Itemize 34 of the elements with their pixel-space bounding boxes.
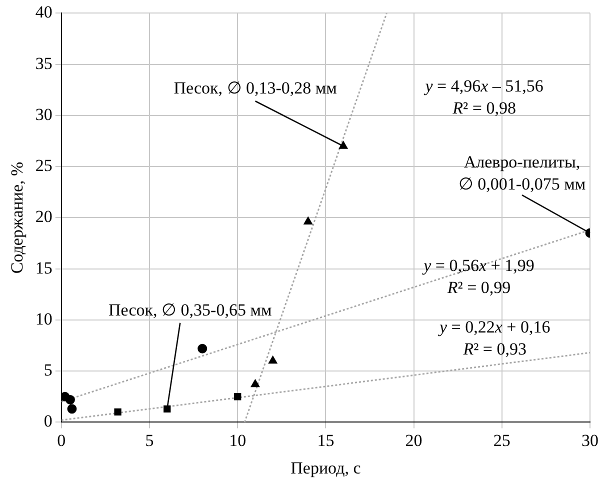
- y-tick-label: 40: [35, 2, 52, 22]
- point: [65, 394, 75, 404]
- y-tick-label: 35: [35, 54, 52, 73]
- point: [339, 141, 348, 149]
- y-axis-title: Содержание, %: [8, 162, 27, 274]
- point: [268, 356, 278, 364]
- y-tick-label: 5: [44, 360, 52, 380]
- point: [164, 405, 171, 412]
- point: [234, 393, 242, 400]
- x-tick-label: 15: [317, 430, 334, 450]
- y-tick-label: 25: [35, 156, 52, 176]
- annotation: Песок, ∅ 0,13-0,28 мм: [174, 78, 338, 98]
- annotation: Песок, ∅ 0,35-0,65 мм: [108, 300, 272, 320]
- text: y = 0,22x + 0,16 R² = 0,93: [439, 318, 550, 359]
- point: [304, 217, 312, 225]
- text: y = 4,96x – 51,56 R² = 0,98: [425, 76, 544, 118]
- point: [67, 404, 77, 414]
- x-tick-label: 10: [229, 430, 246, 450]
- point: [251, 380, 260, 388]
- x-tick-label: 25: [493, 430, 510, 450]
- point: [198, 344, 208, 354]
- x-axis-title: Период, с: [290, 458, 362, 478]
- x-tick-label: 20: [405, 430, 422, 450]
- annotation: Алевро-пелиты, ∅ 0,001-0,075 мм: [458, 152, 586, 194]
- x-tick-label: 0: [57, 430, 66, 450]
- y-tick-label: 15: [35, 258, 52, 278]
- x-tick-label: 30: [582, 430, 598, 450]
- y-tick-label: 30: [35, 104, 52, 124]
- y-tick-label: 20: [35, 207, 52, 226]
- y-tick-label: 10: [35, 309, 52, 328]
- x-tick-label: 5: [145, 430, 154, 450]
- point: [114, 408, 122, 416]
- text: y = 0,56x + 1,99 R² = 0,99: [424, 256, 534, 298]
- y-tick-label: 0: [44, 412, 52, 431]
